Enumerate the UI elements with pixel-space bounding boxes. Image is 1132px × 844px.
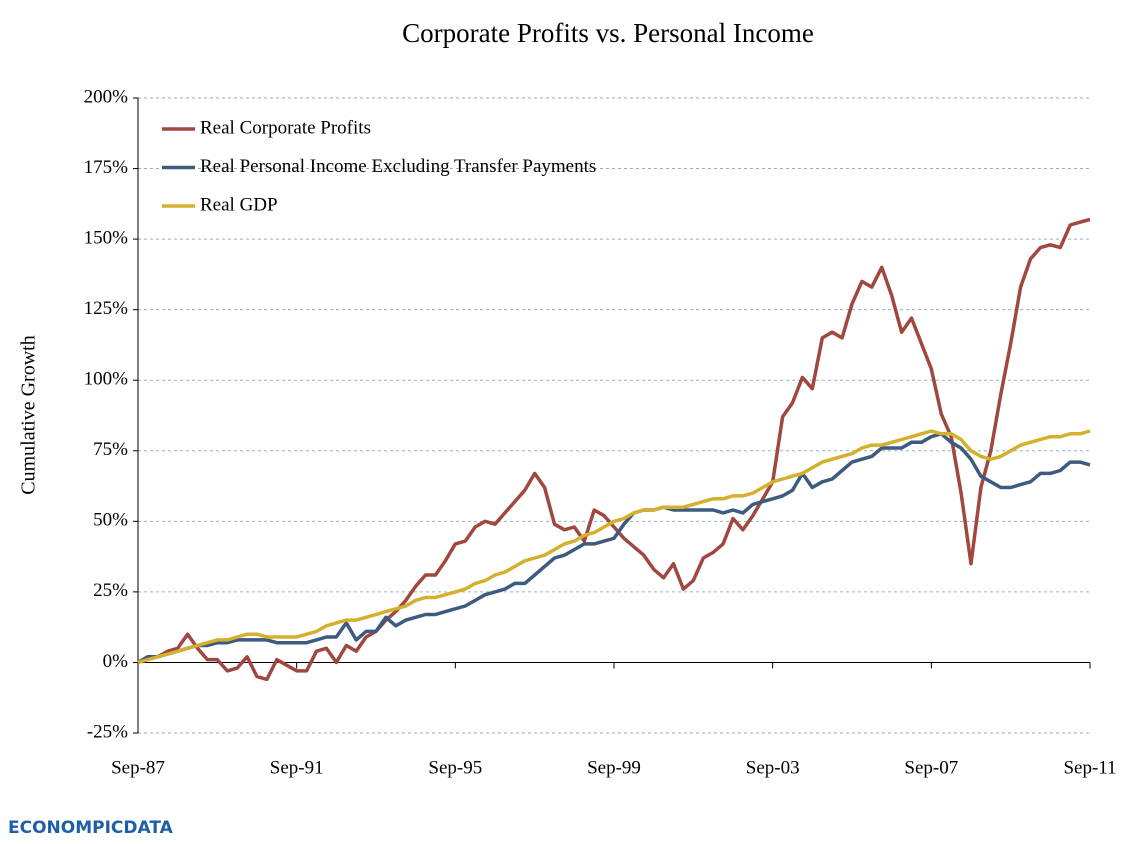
x-tick-label: Sep-03: [746, 757, 800, 778]
chart-title: Corporate Profits vs. Personal Income: [402, 18, 814, 48]
y-tick-label: 25%: [93, 580, 128, 601]
y-tick-label: 175%: [84, 157, 129, 178]
series-line: [137, 432, 1091, 664]
y-tick-label: 0%: [103, 651, 129, 672]
x-tick-label: Sep-87: [111, 757, 165, 778]
x-tick-label: Sep-95: [428, 757, 482, 778]
legend-label: Real Corporate Profits: [200, 117, 371, 138]
y-tick-label: 200%: [84, 86, 129, 107]
y-tick-label: 50%: [93, 510, 128, 531]
legend-label: Real GDP: [200, 194, 278, 215]
series-line: [137, 429, 1091, 665]
y-tick-label: 100%: [84, 369, 129, 390]
logo: ECONOMPICDATA: [8, 818, 174, 838]
series-line: [137, 217, 1091, 682]
y-tick-label: -25%: [87, 721, 128, 742]
y-axis-label: Cumulative Growth: [18, 335, 40, 494]
y-tick-label: 75%: [93, 439, 128, 460]
y-tick-label: 125%: [84, 298, 129, 319]
x-tick-label: Sep-11: [1063, 757, 1116, 778]
x-tick-label: Sep-07: [904, 757, 958, 778]
x-tick-label: Sep-91: [270, 757, 324, 778]
x-tick-label: Sep-99: [587, 757, 641, 778]
legend-label: Real Personal Income Excluding Transfer …: [200, 156, 596, 177]
y-tick-label: 150%: [84, 227, 129, 248]
